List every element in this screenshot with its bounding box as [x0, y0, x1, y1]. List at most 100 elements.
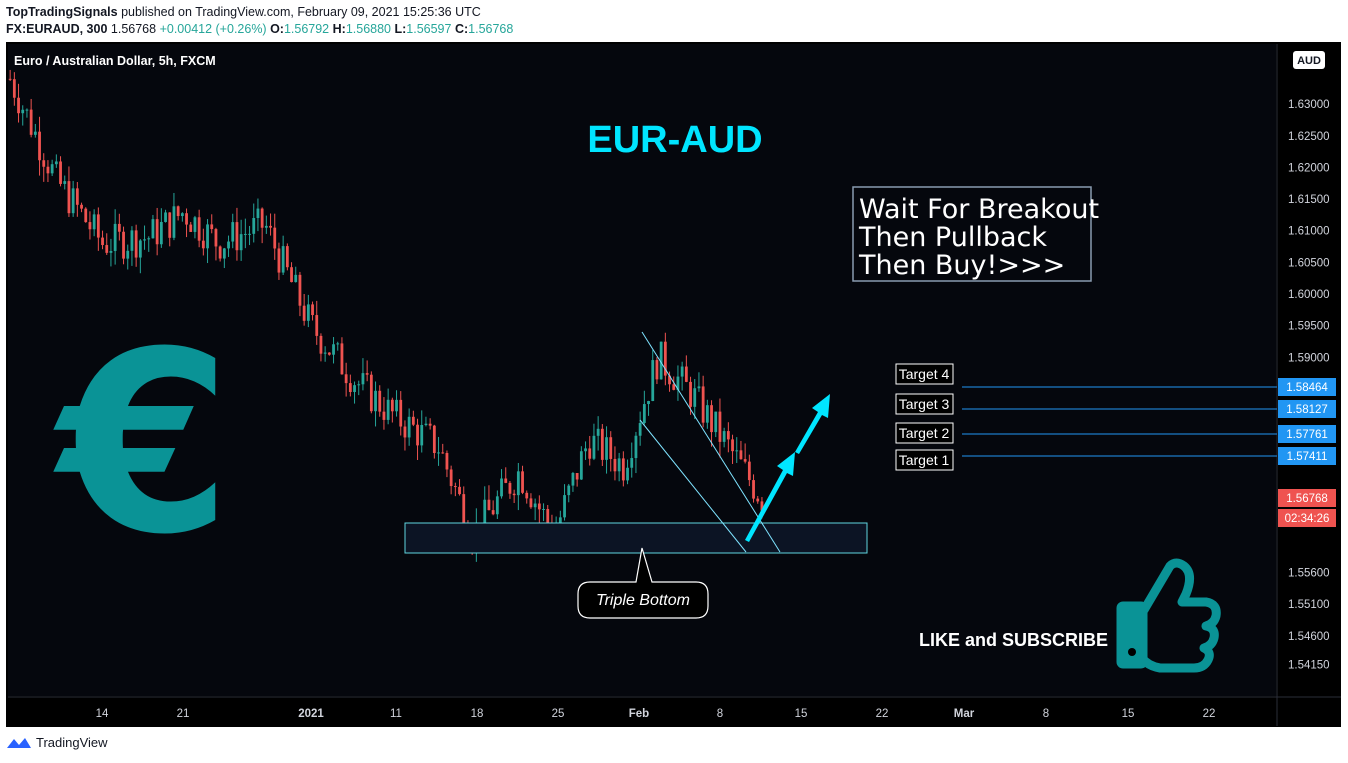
candle-body — [395, 399, 398, 412]
candle-body — [374, 390, 377, 412]
target-label: Target 1 — [899, 452, 950, 468]
candle-body — [521, 471, 524, 493]
candle-body — [327, 352, 331, 355]
note-line-2: Then Pullback — [858, 222, 1047, 253]
time-tick-label: 25 — [552, 708, 565, 720]
candle-body — [710, 405, 713, 433]
time-tick-label: 15 — [795, 708, 808, 720]
time-tick-label: Mar — [954, 708, 975, 720]
candle-body — [386, 399, 390, 420]
candle-body — [445, 452, 449, 470]
candle-body — [428, 423, 432, 426]
last-price-badge — [1278, 489, 1336, 507]
candle-body — [533, 503, 537, 508]
candle-body — [38, 131, 41, 161]
candle-body — [613, 458, 617, 472]
target-box[interactable] — [895, 449, 954, 471]
candle-body — [743, 459, 747, 462]
candle-body — [298, 274, 302, 306]
tradingview-logo[interactable]: TradingView — [6, 735, 108, 750]
candle-body — [630, 458, 634, 468]
candle-body — [634, 435, 638, 459]
target-price-label: 1.57411 — [1287, 451, 1328, 463]
currency-badge[interactable] — [1293, 51, 1325, 69]
channel-lower-line[interactable] — [639, 419, 747, 553]
target-box[interactable] — [895, 363, 954, 385]
candle-body — [319, 335, 323, 354]
candle-body — [537, 503, 541, 510]
target-box[interactable] — [895, 422, 954, 444]
thumbs-up-dot — [1128, 648, 1136, 656]
time-tick-label: 22 — [876, 708, 889, 720]
candle-body — [315, 315, 319, 336]
candle-body — [747, 461, 751, 481]
price-tick-label: 1.60000 — [1288, 289, 1330, 301]
candle-body — [214, 229, 218, 247]
candle-body — [134, 230, 138, 258]
time-tick-label: 14 — [96, 708, 109, 720]
candle-body — [378, 390, 382, 412]
candle-body — [399, 399, 403, 427]
target-price-badge — [1278, 400, 1336, 418]
low-label: L: — [391, 22, 407, 36]
candle-body — [579, 451, 583, 480]
target-price-label: 1.57761 — [1286, 429, 1328, 441]
target-arrow[interactable] — [795, 394, 830, 454]
candle-body — [424, 423, 428, 426]
candle-body — [105, 245, 109, 253]
candle-body — [739, 450, 743, 460]
candle-body — [508, 482, 512, 494]
open-value: 1.56792 — [283, 22, 330, 36]
candle-body — [684, 366, 688, 382]
candle-body — [8, 78, 12, 80]
candle-body — [21, 109, 25, 114]
candle-body — [714, 411, 718, 433]
published-text: published on TradingView.com, February 0… — [117, 5, 481, 19]
candle-body — [642, 404, 646, 424]
candle-body — [626, 467, 629, 481]
price-tick-label: 1.61500 — [1288, 194, 1330, 206]
candle-body — [264, 225, 268, 228]
target-label: Target 2 — [899, 425, 950, 441]
candle-body — [218, 246, 222, 259]
candle-body — [80, 204, 83, 209]
candle-body — [122, 231, 125, 259]
support-zone[interactable] — [404, 522, 868, 554]
candle-body — [159, 221, 163, 245]
target-price-badge — [1278, 447, 1336, 465]
instrument-title: Euro / Australian Dollar, 5h, FXCM — [14, 54, 216, 68]
candle-body — [659, 341, 663, 380]
candle-body — [693, 388, 697, 407]
targets-group: Target 4 1.58464 Target 3 1.58127 Target 2 1.… — [895, 363, 1336, 471]
candle-body — [487, 499, 491, 511]
target-price-badge — [1278, 425, 1336, 443]
candle-body — [84, 208, 88, 223]
cta-text: LIKE and SUBSCRIBE — [919, 630, 1108, 650]
close-label: C: — [451, 22, 469, 36]
time-tick-label: 18 — [471, 708, 484, 720]
candle-body — [437, 452, 440, 454]
candle-body — [353, 385, 356, 393]
candle-body — [726, 431, 730, 440]
publisher-name[interactable]: TopTradingSignals — [6, 5, 118, 19]
candle-body — [109, 250, 113, 253]
candle-body — [172, 206, 176, 238]
target-box[interactable] — [895, 393, 954, 415]
breakout-arrow[interactable] — [745, 452, 795, 542]
candle-body — [462, 494, 466, 530]
candle-body — [260, 208, 264, 228]
candle-body — [651, 360, 655, 402]
time-axis[interactable]: 14 21 2021 11 18 25 Feb 8 15 22 Mar 8 15 22 — [96, 708, 1216, 720]
channel-upper-line[interactable] — [641, 331, 781, 553]
candle-body — [348, 383, 352, 393]
candle-body — [323, 352, 327, 354]
candle-body — [588, 448, 592, 459]
candle-body — [46, 166, 50, 174]
price-change: +0.00412 (+0.26%) — [156, 22, 267, 36]
target-price-label: 1.58464 — [1286, 382, 1328, 394]
price-axis[interactable]: 1.63000 1.62500 1.62000 1.61500 1.61000 1.605… — [1288, 99, 1330, 671]
candle-body — [701, 386, 705, 423]
headline-text: EUR-AUD — [587, 119, 762, 161]
candle-body — [382, 411, 386, 420]
